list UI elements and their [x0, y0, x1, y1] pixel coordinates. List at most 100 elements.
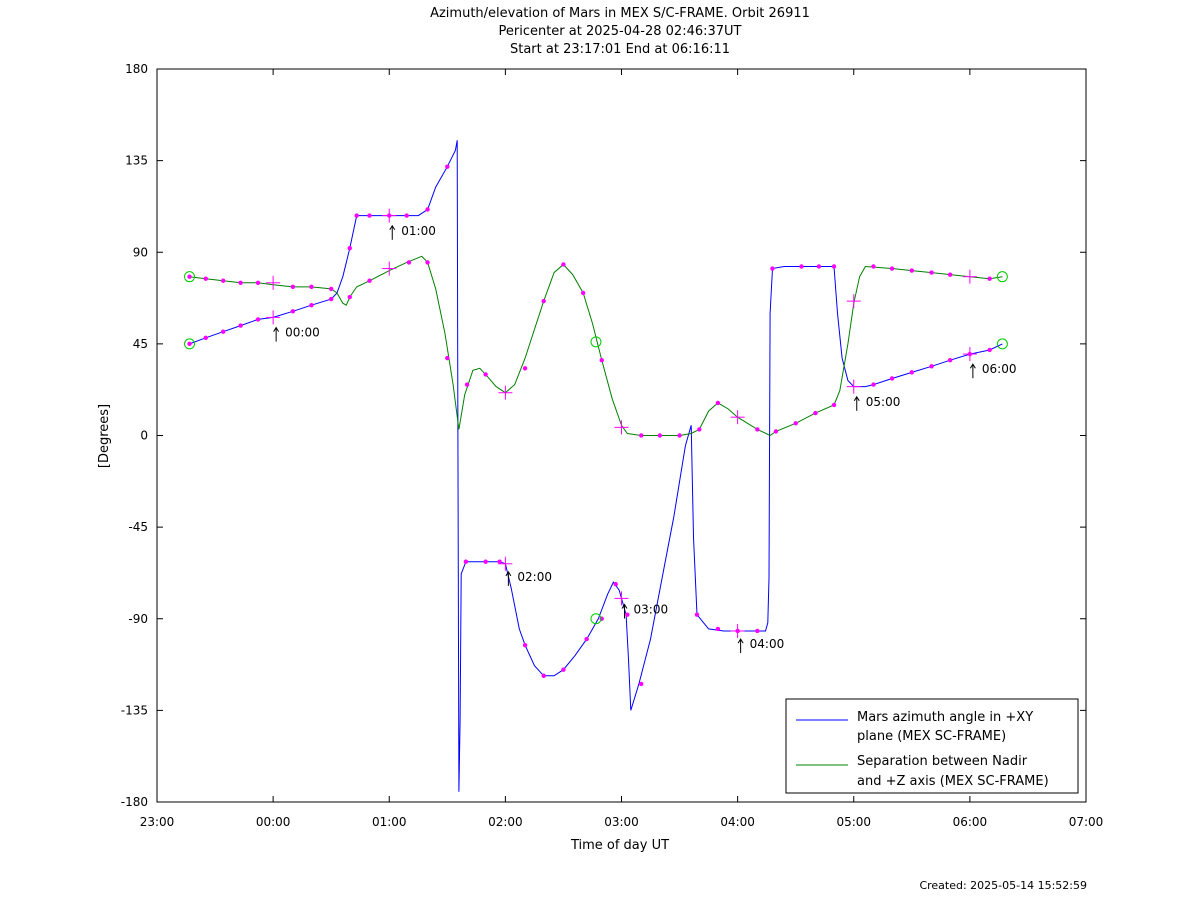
- data-point-marker: [255, 280, 261, 285]
- endpoint-circle: [184, 271, 196, 283]
- data-point-marker: [987, 276, 992, 281]
- y-tick-label: 45: [133, 337, 148, 351]
- data-point-marker: [639, 681, 644, 687]
- data-point-marker: [445, 355, 450, 361]
- data-point-marker: [909, 268, 915, 273]
- data-point-marker: [203, 335, 208, 340]
- data-point-marker: [987, 347, 992, 353]
- endpoint-circle: [996, 338, 1008, 350]
- data-point-marker: [238, 280, 243, 285]
- x-axis-label: Time of day UT: [570, 838, 669, 853]
- series-line-0: [189, 140, 1003, 792]
- legend: Mars azimuth angle in +XY plane (MEX SC-…: [785, 698, 1079, 794]
- data-point-marker: [203, 276, 208, 281]
- plot-frame: [156, 68, 1087, 803]
- annotation-time-label: 01:00: [401, 224, 436, 238]
- annotation-arrowhead: [853, 395, 860, 402]
- data-point-marker: [889, 266, 895, 271]
- x-tick-label: 00:00: [256, 815, 291, 829]
- data-point-marker: [773, 429, 779, 434]
- x-tick-label: 04:00: [720, 815, 755, 829]
- data-point-marker: [220, 329, 226, 334]
- annotation-arrowhead: [389, 224, 396, 231]
- data-point-marker: [799, 264, 804, 269]
- y-tick-label: -45: [128, 520, 148, 534]
- legend-label-azimuth-line2: plane (MEX SC-FRAME): [857, 729, 1006, 744]
- data-point-marker: [715, 626, 721, 632]
- x-tick-label: 03:00: [604, 815, 639, 829]
- data-point-marker: [347, 245, 352, 251]
- data-point-marker: [755, 427, 760, 432]
- data-point-marker: [793, 421, 798, 426]
- data-point-marker: [354, 213, 359, 218]
- data-point-marker: [425, 207, 430, 212]
- data-point-marker: [871, 264, 876, 269]
- data-point-marker: [889, 376, 895, 381]
- y-tick-label: -180: [121, 795, 148, 809]
- data-point-marker: [541, 673, 546, 678]
- data-point-marker: [522, 643, 528, 648]
- data-point-marker: [483, 372, 488, 377]
- data-point-marker: [561, 262, 566, 267]
- data-point-marker: [694, 612, 700, 617]
- data-point-marker: [220, 278, 226, 283]
- data-point-marker: [483, 559, 488, 564]
- endpoint-circle: [590, 613, 602, 625]
- data-point-marker: [425, 260, 430, 265]
- y-tick-label: 0: [140, 429, 148, 443]
- data-point-marker: [677, 433, 682, 438]
- data-point-marker: [367, 213, 372, 218]
- annotation-time-label: 05:00: [866, 395, 901, 409]
- data-point-marker: [187, 341, 192, 347]
- legend-label-separation-line1: Separation between Nadir: [857, 754, 1028, 769]
- data-point-marker: [831, 264, 837, 269]
- data-point-marker: [255, 317, 261, 322]
- annotation-time-label: 04:00: [750, 637, 785, 651]
- data-point-marker: [715, 400, 721, 406]
- data-point-marker: [406, 260, 412, 265]
- data-point-marker: [625, 612, 630, 617]
- data-point-marker: [561, 667, 566, 672]
- data-point-marker: [290, 284, 296, 290]
- chart-subtitle-start-end: Start at 23:17:01 End at 06:16:11: [510, 42, 730, 57]
- data-point-marker: [816, 264, 822, 269]
- data-point-marker: [755, 628, 760, 634]
- annotation-arrowhead: [737, 638, 744, 644]
- y-tick-label: 180: [125, 62, 148, 76]
- data-point-marker: [770, 266, 775, 271]
- series-layer: [184, 140, 1008, 792]
- data-point-marker: [947, 272, 953, 277]
- data-point-marker: [463, 559, 469, 564]
- data-point-marker: [328, 286, 334, 292]
- data-point-marker: [238, 323, 243, 328]
- x-tick-label: 07:00: [1069, 815, 1104, 829]
- legend-label-azimuth-line1: Mars azimuth angle in +XY: [857, 710, 1033, 725]
- y-tick-label: -90: [128, 612, 148, 626]
- data-point-marker: [290, 309, 296, 314]
- annotation-time-label: 02:00: [517, 570, 552, 584]
- legend-box: [785, 698, 1079, 794]
- data-point-marker: [497, 559, 502, 564]
- data-point-marker: [580, 290, 586, 296]
- data-point-marker: [541, 298, 546, 304]
- endpoint-circle: [590, 336, 602, 348]
- x-tick-label: 23:00: [140, 815, 175, 829]
- data-point-marker: [929, 270, 934, 275]
- chart-title: Azimuth/elevation of Mars in MEX S/C-FRA…: [430, 6, 810, 21]
- annotation-arrowhead: [621, 603, 628, 609]
- data-point-marker: [367, 278, 372, 283]
- data-point-marker: [404, 213, 409, 218]
- annotation-time-label: 03:00: [634, 602, 669, 616]
- data-point-marker: [445, 164, 450, 169]
- annotation-time-label: 00:00: [285, 326, 320, 340]
- data-point-marker: [599, 357, 604, 363]
- endpoint-circle: [996, 271, 1008, 283]
- chart-subtitle-pericenter: Pericenter at 2025-04-28 02:46:37UT: [498, 24, 741, 39]
- data-point-marker: [639, 433, 644, 438]
- data-point-marker: [813, 410, 818, 416]
- annotation-arrowhead: [273, 326, 280, 332]
- data-point-marker: [831, 402, 837, 408]
- data-point-marker: [584, 636, 589, 642]
- y-tick-label: 90: [133, 245, 148, 259]
